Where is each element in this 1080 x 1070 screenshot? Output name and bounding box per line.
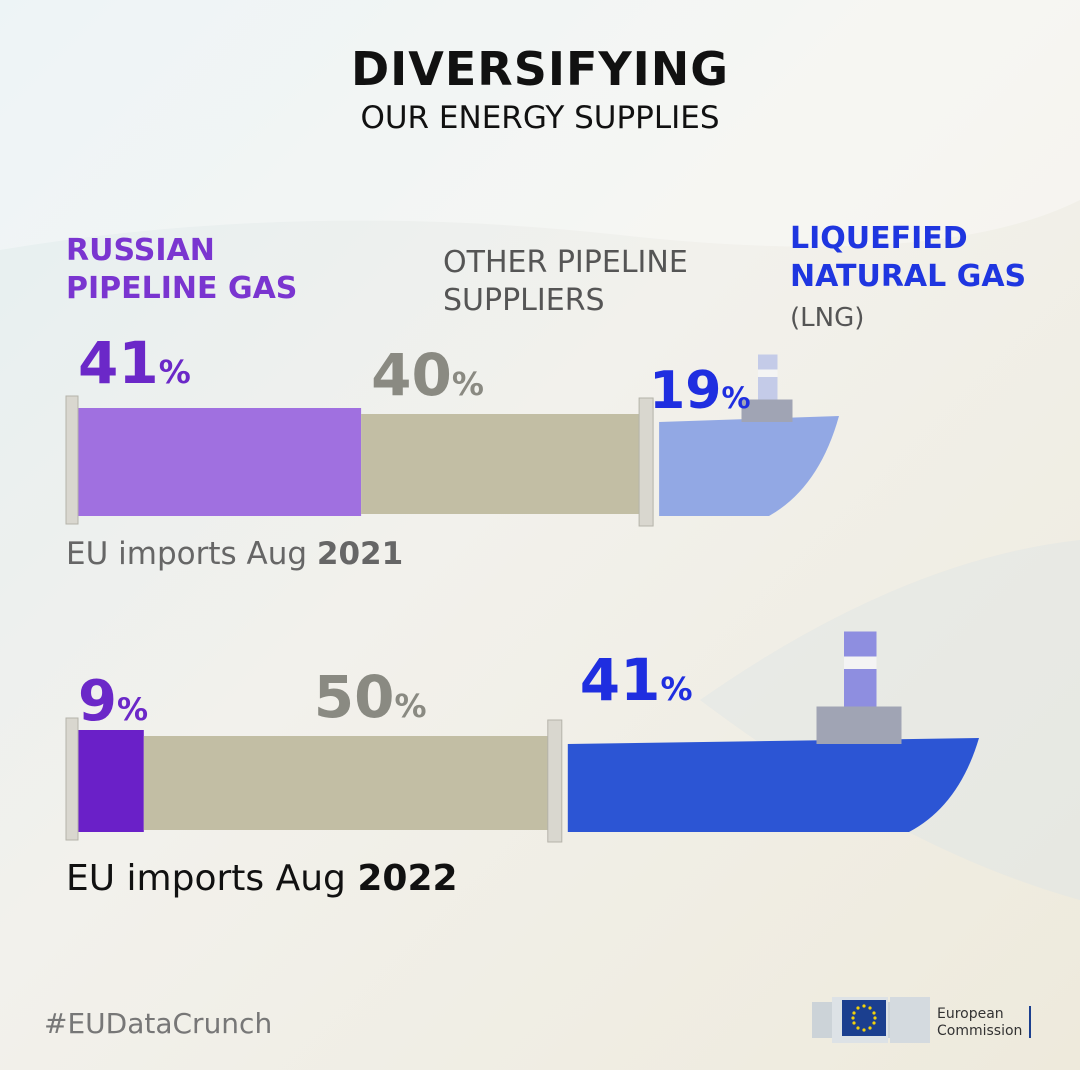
logo-divider: [1029, 1006, 1031, 1038]
value-label-0-2: 19%: [649, 361, 750, 421]
caption-2022-prefix: EU imports Aug: [66, 858, 358, 899]
category-label-other: OTHER PIPELINE SUPPLIERS: [443, 245, 688, 318]
hashtag: #EUDataCrunch: [44, 1007, 273, 1040]
value-label-1-0: 9%: [78, 669, 148, 734]
value-label-1-1: 50%: [314, 663, 427, 731]
caption-2021-prefix: EU imports Aug: [66, 536, 317, 572]
chart-title: DIVERSIFYING: [350, 42, 730, 96]
caption-2022-year: 2022: [357, 858, 458, 899]
chart-subtitle: OUR ENERGY SUPPLIES: [360, 100, 720, 136]
bar-lng-0: [659, 416, 839, 516]
value-label-1-2: 41%: [580, 646, 693, 714]
category-label-lng-abbr: (LNG): [790, 303, 865, 333]
pipe-flange-right-1: [547, 719, 563, 843]
category-label-russian: RUSSIAN PIPELINE GAS: [66, 233, 298, 306]
bar-other-1: [143, 736, 554, 830]
ship-bridge-1: [816, 706, 902, 744]
caption-2021: EU imports Aug 2021: [66, 536, 403, 572]
pipe-flange-left-1: [65, 717, 79, 841]
bar-russian-1: [70, 730, 144, 832]
value-label-0-0: 41%: [78, 329, 191, 397]
bar-russian-0: [70, 408, 362, 516]
pipe-flange-left-0: [65, 395, 79, 525]
pipe-flange-right-0: [638, 397, 654, 527]
value-label-0-1: 40%: [371, 341, 484, 409]
caption-2021-year: 2021: [316, 536, 404, 572]
ship-tower-stripe-0: [758, 369, 778, 377]
eu-flag-icon: [812, 997, 930, 1043]
logo-text: European Commission: [937, 1006, 1023, 1039]
bar-other-0: [361, 414, 646, 514]
ship-tower-stripe-1: [844, 656, 877, 669]
ship-bridge-0: [741, 399, 793, 422]
bar-lng-1: [567, 738, 979, 832]
caption-2022: EU imports Aug 2022: [66, 858, 458, 899]
category-label-lng: LIQUEFIED NATURAL GAS: [790, 221, 1027, 294]
